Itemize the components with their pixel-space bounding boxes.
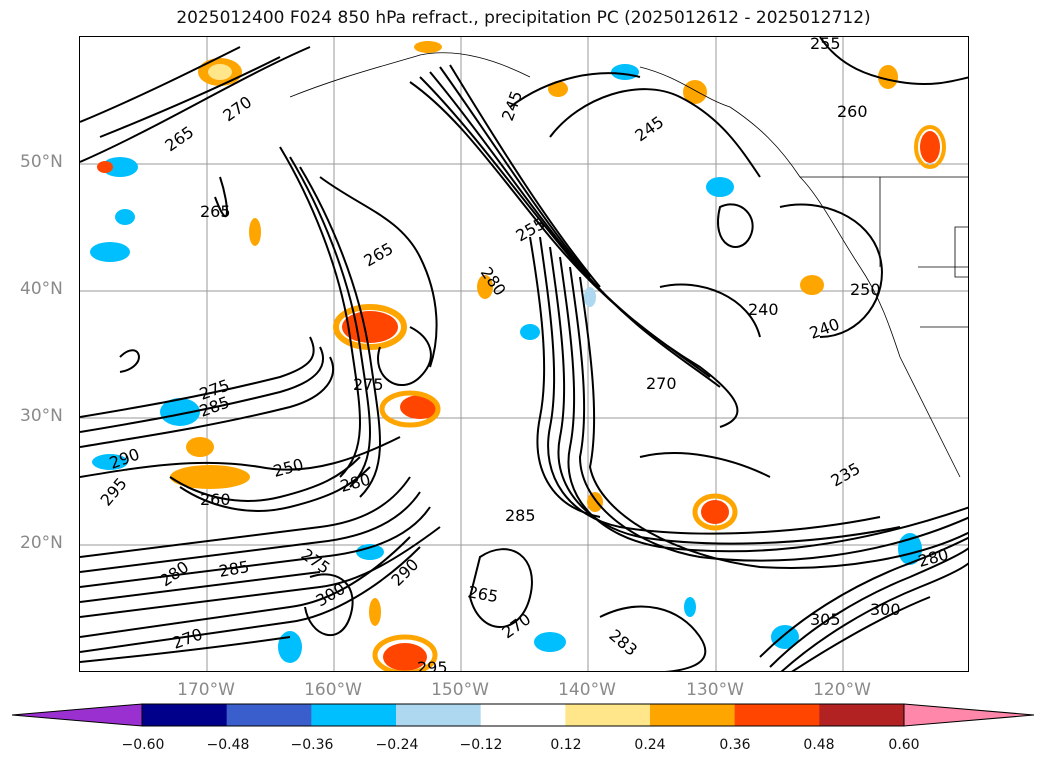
lat-label-20n: 20°N xyxy=(20,533,63,553)
contour-label-group: 255 260 265 270 245 245 265 265 255 280 … xyxy=(97,37,951,672)
contour-label: 305 xyxy=(810,610,841,629)
colorbar-extend-high xyxy=(903,703,1035,727)
contour-label: 240 xyxy=(807,314,842,342)
colorbar-tick: 0.36 xyxy=(719,737,751,753)
contour-label: 240 xyxy=(748,300,779,319)
lon-label-160w: 160°W xyxy=(304,680,362,700)
colorbar-segment xyxy=(480,704,566,726)
map-svg: 255 260 265 270 245 245 265 265 255 280 … xyxy=(80,37,968,672)
colorbar-segment xyxy=(311,704,397,726)
colorbar-segment xyxy=(396,704,482,726)
contour-label: 265 xyxy=(161,122,197,155)
contour-label: 283 xyxy=(605,626,641,660)
precip-shading xyxy=(90,41,946,671)
coastline xyxy=(289,52,968,478)
colorbar-tick: −0.48 xyxy=(206,737,250,753)
contour-label: 275 xyxy=(353,375,384,394)
lon-label-170w: 170°W xyxy=(177,680,235,700)
contour-label: 260 xyxy=(837,102,868,121)
colorbar-tick: 0.24 xyxy=(634,737,666,753)
contour-label: 245 xyxy=(498,88,526,123)
contour-label: 250 xyxy=(850,280,881,299)
contour-label: 285 xyxy=(217,557,250,581)
colorbar-tick: 0.60 xyxy=(888,737,920,753)
contour-label: 270 xyxy=(219,92,255,125)
contour-label: 300 xyxy=(313,579,349,611)
contour-label: 295 xyxy=(417,658,448,672)
lon-label-120w: 120°W xyxy=(813,680,871,700)
lon-label-150w: 150°W xyxy=(431,680,489,700)
contour-label: 235 xyxy=(828,459,864,491)
colorbar-extend-low xyxy=(12,703,143,727)
lat-label-50n: 50°N xyxy=(20,152,63,172)
contour-label: 300 xyxy=(870,600,901,619)
contour-label: 270 xyxy=(646,374,677,393)
contour-label: 255 xyxy=(810,37,841,53)
contour-label: 265 xyxy=(361,239,397,271)
colorbar-segment xyxy=(734,704,820,726)
contour-label: 295 xyxy=(97,474,131,510)
lon-label-130w: 130°W xyxy=(686,680,744,700)
graticule xyxy=(80,37,968,671)
colorbar-segment xyxy=(565,704,651,726)
map-panel[interactable]: 255 260 265 270 245 245 265 265 255 280 … xyxy=(79,36,969,672)
colorbar-tick: −0.36 xyxy=(290,737,334,753)
colorbar-tick: 0.12 xyxy=(550,737,582,753)
contour-label: 250 xyxy=(271,455,305,481)
contour-label: 285 xyxy=(505,506,536,525)
colorbar-segment xyxy=(819,704,905,726)
colorbar xyxy=(12,703,1035,727)
lat-label-40n: 40°N xyxy=(20,279,63,299)
contour-label: 265 xyxy=(200,202,231,221)
colorbar-segment xyxy=(650,704,736,726)
colorbar-segment xyxy=(226,704,312,726)
colorbar-tick: −0.12 xyxy=(459,737,503,753)
contour-label: 260 xyxy=(200,490,231,509)
lon-label-140w: 140°W xyxy=(558,680,616,700)
lat-label-30n: 30°N xyxy=(20,406,63,426)
contour-label: 270 xyxy=(498,609,534,642)
colorbar-segment xyxy=(142,704,228,726)
contour-label: 245 xyxy=(631,112,667,145)
map-title: 2025012400 F024 850 hPa refract., precip… xyxy=(176,8,871,28)
colorbar-tick: −0.60 xyxy=(121,737,165,753)
colorbar-tick: −0.24 xyxy=(375,737,419,753)
contour-label: 275 xyxy=(298,545,334,578)
refractivity-contours xyxy=(80,37,968,671)
colorbar-segments xyxy=(12,703,1035,727)
colorbar-tick: 0.48 xyxy=(803,737,835,753)
